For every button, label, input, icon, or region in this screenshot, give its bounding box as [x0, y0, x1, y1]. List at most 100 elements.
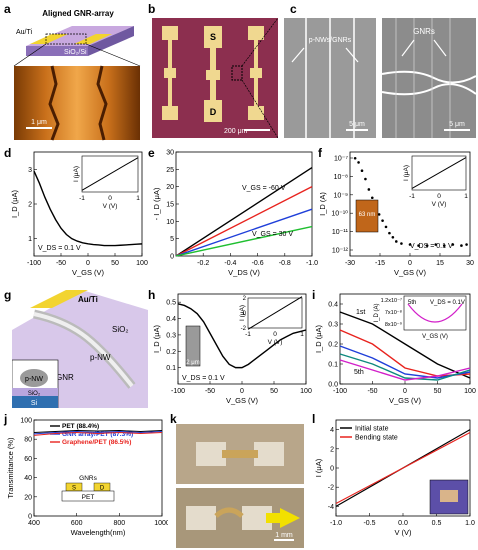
x-tick-label: -50 [205, 388, 215, 395]
y-tick-label: 3 [28, 167, 32, 174]
legend-l-entry-1: Bending state [355, 435, 398, 442]
panel-label-a: a [4, 2, 11, 16]
annotation-d: V_DS = 0.1 V [38, 245, 81, 252]
y-tick-label: 20 [166, 184, 174, 191]
y-tick-label: 10⁻⁹ [334, 192, 348, 199]
y-tick-label: 10⁻¹² [332, 248, 349, 255]
inset-j-source-label: S [72, 486, 76, 492]
series-e-line-3 [175, 225, 313, 257]
sample-bent [214, 507, 244, 518]
x-tick-label: 100 [300, 388, 312, 395]
x-tick-label: -15 [375, 260, 385, 267]
zoom-line-top [241, 18, 278, 67]
series-f-point [377, 213, 381, 216]
drain-label: D [210, 107, 217, 117]
x-tick-label: -100 [171, 388, 185, 395]
inset-d-x-tick-label: 1 [136, 195, 140, 202]
x-axis-label: V (V) [394, 528, 412, 537]
y-tick-label: 5 [170, 236, 174, 243]
series-f-point [360, 169, 364, 173]
series-e-line-0 [175, 167, 313, 257]
inset-i-label: 5th [408, 300, 416, 306]
substrate-side [88, 26, 134, 56]
x-tick-label: 0.0 [398, 520, 408, 527]
metal-label: Au/Ti [16, 29, 33, 36]
zoom-line-bottom [241, 79, 278, 138]
y-axis-label: I (μA) [314, 458, 323, 477]
panel-label-d: d [4, 146, 12, 160]
x-axis-label: Wavelength(nm) [71, 528, 126, 537]
y-tick-label: 0.5 [166, 300, 176, 307]
y-tick-label: 100 [20, 418, 32, 425]
series-j-line-1 [33, 431, 163, 435]
y-tick-label: 2 [330, 446, 334, 453]
y-tick-label: 10⁻⁸ [334, 174, 348, 181]
series-f-point [391, 235, 395, 239]
sem-right [382, 18, 476, 138]
panel-label-i: i [312, 288, 316, 302]
source-label: S [210, 32, 216, 42]
series-f-point [425, 244, 429, 247]
chart-h: -100 -50 0 50 1000.10.20.30.40.5V_GS (V)I_D … [152, 293, 312, 405]
y-axis-label: I_D (μA) [10, 189, 19, 218]
y-tick-label: 0 [28, 514, 32, 521]
y-tick-label: 2 [28, 202, 32, 209]
inset-d-line [81, 157, 139, 191]
push-arrow [266, 508, 300, 528]
y-tick-label: 0.4 [166, 316, 176, 323]
substrate-top [26, 26, 134, 46]
x-tick-label: -0.2 [197, 260, 209, 267]
x-tick-label: 0 [408, 260, 412, 267]
electrode-right [74, 34, 112, 44]
y-tick-label: 0.1 [166, 365, 176, 372]
inset-f-x-label: V (V) [432, 201, 447, 208]
inset-nanowire [20, 369, 48, 387]
inset-i-y-label: I_D (A) [374, 303, 380, 322]
panel-k-figure: 1 mm [176, 424, 304, 548]
inset-i-y-tick-label: 7x10⁻⁸ [385, 309, 402, 316]
g-oxide-label: SiO₂ [112, 325, 128, 334]
x-tick-label: 100 [136, 260, 148, 267]
sem-right-edge-1 [381, 70, 476, 84]
sem-right-ribbons [395, 18, 451, 138]
sem-inset-h [185, 325, 201, 367]
substrate-label: SiO₂/Si [64, 49, 87, 56]
panel-a-title: Aligned GNR-array [42, 9, 114, 18]
y-axis-label: I_D (A) [320, 192, 327, 216]
y-tick-label: 60 [24, 456, 32, 463]
y-tick-label: 80 [24, 437, 32, 444]
y-axis-label: - I_D (μA) [152, 187, 161, 220]
series-i-line-4 [339, 359, 471, 381]
x-tick-label: 0.5 [432, 520, 442, 527]
panel-label-l: l [312, 412, 316, 426]
inset-f-x-tick-label: 0 [437, 193, 441, 200]
y-tick-label: 10⁻¹¹ [332, 229, 349, 236]
series-f-point [408, 243, 412, 246]
chart-f: -30 -15 0 15 30 10⁻⁷ 10⁻⁸ 10⁻⁹ 10⁻¹⁰ 10⁻¹¹ 10⁻¹² V_… [320, 151, 474, 277]
series-i-line-3 [339, 353, 471, 381]
zoom-box-b [231, 65, 243, 81]
series-f-point [384, 225, 388, 229]
series-f-point [442, 244, 446, 247]
scale-label-a: 1 μm [31, 119, 47, 126]
panel-label-g: g [4, 288, 12, 302]
x-tick-label: 30 [466, 260, 474, 267]
inset-f-x-tick-label: 1 [464, 193, 468, 200]
annotation-e-top: V_GS = -60 V [242, 185, 286, 192]
series-f-point [370, 196, 374, 200]
panel-label-c: c [290, 2, 297, 16]
y-tick-label: 0.4 [328, 302, 338, 309]
series-f-point [400, 242, 403, 245]
x-tick-label: 800 [113, 520, 125, 527]
x-tick-label: -0.5 [363, 520, 375, 527]
inset-j-substrate [61, 490, 115, 502]
inset-d-x-label: V (V) [103, 203, 118, 210]
y-tick-label: 40 [24, 475, 32, 482]
inset-f-line [411, 157, 467, 189]
x-tick-label: 1000 [154, 520, 168, 527]
panel-c-figure: p-NWs/GNRs 5 μm GNRs 5 μm [284, 18, 476, 138]
y-tick-label: 20 [24, 494, 32, 501]
legend-j-entry-2: Graphene/PET (86.5%) [62, 439, 131, 446]
series-f-point [460, 244, 463, 247]
panel-label-k: k [170, 412, 177, 426]
